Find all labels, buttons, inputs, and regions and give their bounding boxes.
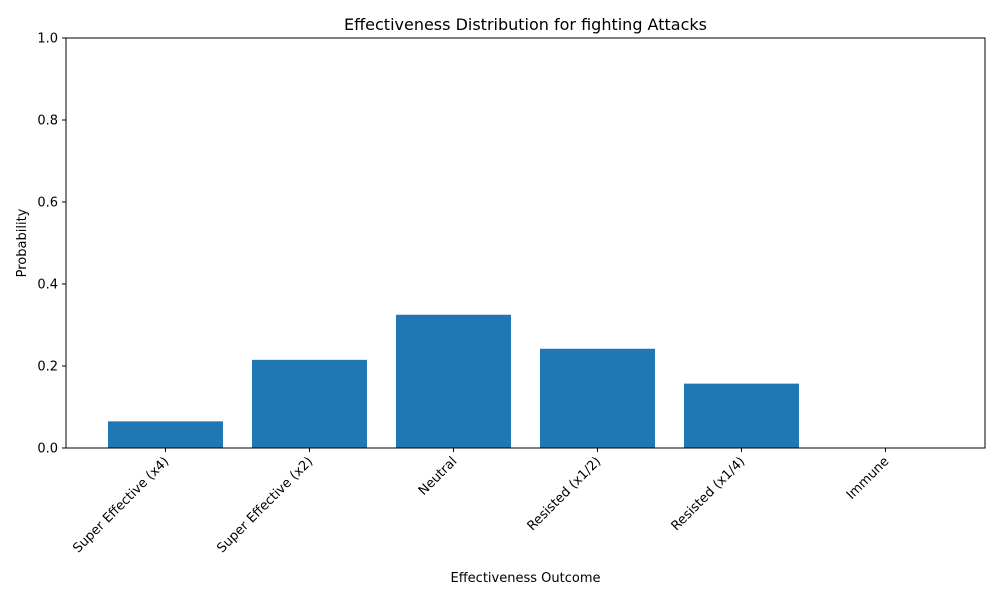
- y-tick-label-1: 0.2: [37, 360, 58, 375]
- y-tick-label-3: 0.6: [37, 196, 58, 211]
- plot-frame: [65, 37, 986, 449]
- x-tick-label-1: Super Effective (x2): [214, 454, 316, 556]
- x-tick-label-5: Immune: [844, 454, 893, 503]
- bar-1: [252, 359, 367, 448]
- bar-4: [684, 383, 799, 448]
- bar-2: [396, 314, 511, 448]
- x-axis: Super Effective (x4) Super Effective (x2)…: [70, 448, 892, 556]
- x-tick-label-3: Resisted (x1/2): [525, 454, 605, 534]
- y-tick-label-2: 0.4: [37, 278, 58, 293]
- x-tick-label-4: Resisted (x1/4): [669, 454, 749, 534]
- x-tick-label-0: Super Effective (x4): [70, 454, 172, 556]
- y-tick-label-4: 0.8: [37, 114, 58, 129]
- x-tick-label-2: Neutral: [416, 454, 461, 499]
- y-tick-label-0: 0.0: [37, 442, 58, 457]
- y-axis: 0.0 0.2 0.4 0.6 0.8 1.0: [37, 32, 66, 457]
- bar-0: [108, 421, 223, 448]
- y-axis-label: Probability: [15, 208, 30, 277]
- bar-3: [540, 348, 655, 448]
- bars-group: [108, 314, 799, 448]
- chart-title: Effectiveness Distribution for fighting …: [344, 15, 707, 34]
- y-tick-label-5: 1.0: [37, 32, 58, 47]
- x-axis-label: Effectiveness Outcome: [451, 571, 601, 586]
